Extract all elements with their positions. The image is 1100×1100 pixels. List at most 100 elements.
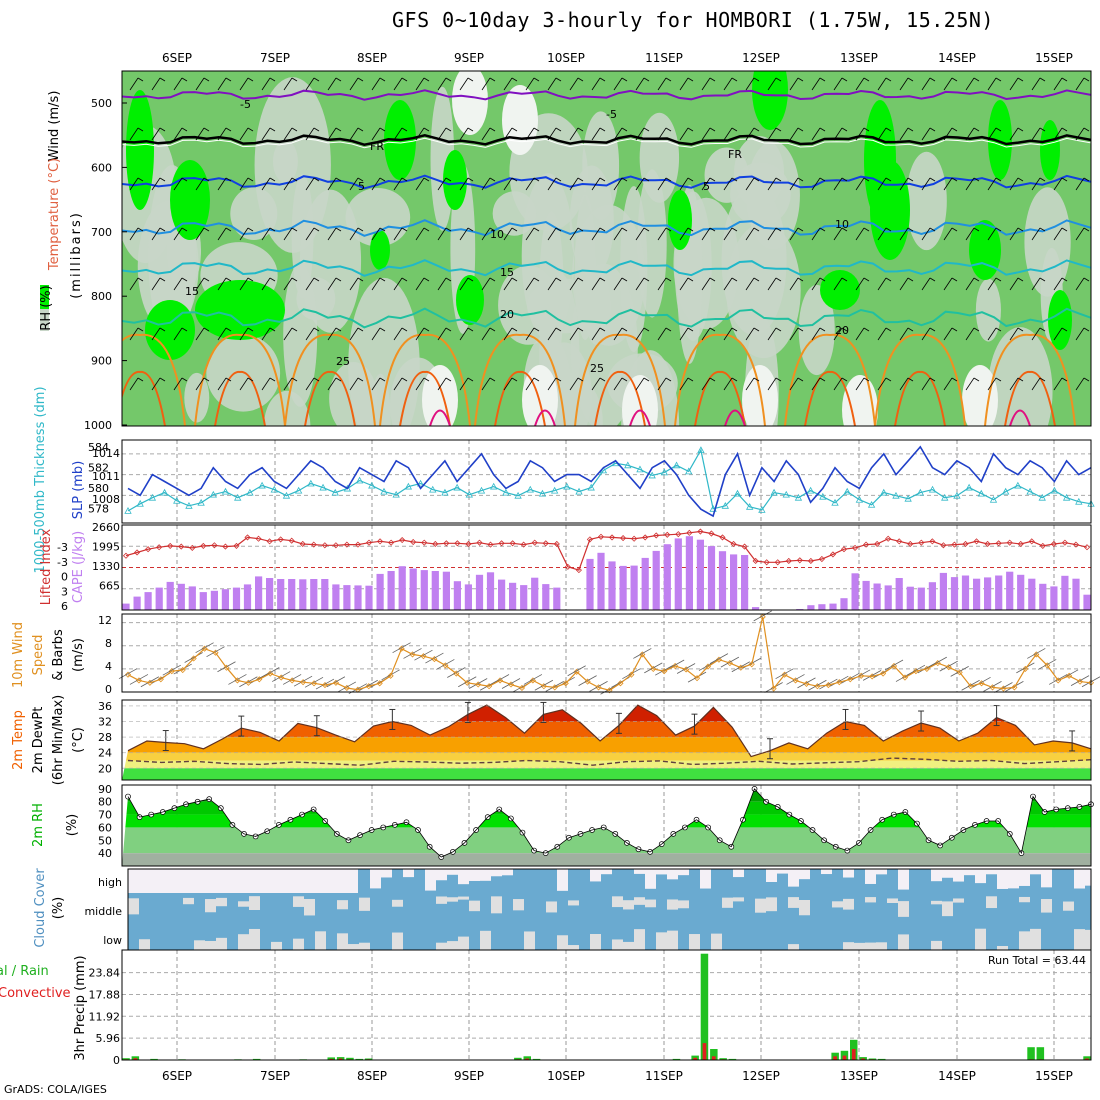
wind-barb	[195, 127, 205, 141]
wind-barb	[987, 177, 997, 191]
wind-marker	[650, 665, 657, 672]
wind-barb	[162, 664, 181, 676]
contour-25	[474, 333, 566, 426]
cloud-mid-gap	[183, 897, 194, 905]
contour-25	[874, 333, 966, 426]
lifted-marker	[553, 540, 560, 548]
wind-barb	[1009, 327, 1019, 341]
wind-barb-flag	[1017, 77, 1024, 82]
cape-bar	[884, 585, 892, 610]
wind-barb-flag	[665, 227, 672, 232]
wind-barb	[547, 377, 557, 391]
wind-barb-flag	[401, 277, 408, 282]
wind-tick: 4	[105, 660, 112, 673]
lifted-marker	[995, 540, 1002, 547]
cloud-low-gap	[271, 941, 282, 950]
temp-axis-label-1: 2m Temp	[11, 710, 26, 770]
wind-barb-flag	[687, 277, 694, 282]
wind-marker	[124, 671, 132, 678]
lifted-marker	[840, 546, 848, 553]
cape-bar	[288, 579, 296, 610]
wind-barb	[129, 377, 139, 391]
dewpoint-line	[127, 757, 1092, 766]
thickness-axis-label: 1000-500mb Thickness (dm)	[33, 386, 48, 573]
wind-barb-flag	[995, 177, 1002, 182]
cloud-high-gap	[1019, 869, 1030, 886]
wind-marker	[858, 672, 865, 679]
precip-convective-bar	[338, 1058, 343, 1060]
rh-fill	[122, 788, 1091, 866]
wind-barb	[657, 227, 667, 241]
wind-barb	[789, 227, 799, 241]
cape-bar	[906, 586, 914, 610]
cloud-mid-gap	[568, 900, 579, 906]
rh-dry-patch	[184, 372, 210, 423]
date-label-top: 10SEP	[547, 51, 585, 65]
wind-barb	[525, 277, 535, 291]
wind-barb	[129, 177, 139, 191]
wind-barb-flag	[1039, 327, 1046, 332]
wind-barb	[906, 664, 926, 676]
wind-barb	[304, 676, 324, 688]
wind-barb	[789, 327, 799, 341]
wind-barb-flag	[379, 277, 386, 282]
wind-barb	[525, 227, 535, 241]
wind-barb-flag	[511, 227, 518, 232]
wind-tick: 8	[105, 637, 112, 650]
wind-barb	[830, 675, 849, 687]
contour-25	[379, 333, 471, 426]
wind-barb	[701, 377, 711, 391]
wind-marker	[168, 668, 175, 675]
wind-barb	[657, 327, 667, 341]
wind-barb-flag	[577, 327, 584, 332]
cloud-low-gap	[1030, 928, 1041, 950]
cloud-unit-label: (%)	[51, 897, 66, 920]
cloud-high-gap	[1074, 869, 1085, 889]
lifted-marker	[664, 531, 671, 538]
wind-barb	[228, 674, 247, 685]
cloud-mid-gap	[128, 898, 139, 915]
wind-barb	[961, 679, 980, 691]
date-label-bottom: 7SEP	[260, 1069, 290, 1083]
rh-tick: 70	[98, 809, 112, 822]
wind-barb	[679, 177, 689, 191]
cloud-mid-gap	[447, 897, 458, 902]
wind-marker	[672, 662, 679, 670]
wind-barb	[261, 177, 271, 191]
wind-barb	[899, 327, 909, 341]
cloud-mid-gap	[766, 897, 777, 912]
wind-barb-flag	[907, 277, 914, 282]
wind-barb-flag	[489, 177, 496, 182]
wind-barb	[657, 177, 667, 191]
wind-barb	[679, 377, 689, 391]
wind-barb	[195, 177, 205, 191]
wind-barb-flag	[951, 277, 958, 282]
wind-barb	[1075, 377, 1085, 391]
wind-barb-flag	[973, 377, 980, 382]
rh-tick: 80	[98, 796, 112, 809]
cape-bar	[531, 577, 539, 610]
wind-barb	[569, 227, 579, 241]
wind-barb-flag	[665, 77, 672, 82]
lifted-marker	[476, 539, 483, 546]
wind-barb	[723, 77, 733, 91]
wind-barb-flag	[643, 177, 650, 182]
wind-barb	[613, 327, 623, 341]
cloud-high-gap	[843, 869, 854, 878]
contour-freezing	[122, 134, 1091, 146]
wind-barb-flag	[467, 377, 474, 382]
cloud-high-gap	[821, 869, 832, 875]
precip-convective-bar	[1085, 1058, 1089, 1060]
wind-barb	[437, 77, 447, 91]
wind-barb-flag	[335, 327, 342, 332]
wind-barb-flag	[863, 227, 870, 232]
wind-barb-flag	[1017, 377, 1024, 382]
cape-tick: 1330	[92, 560, 120, 573]
lifted-marker	[498, 540, 505, 547]
wind-barb-flag	[775, 227, 782, 232]
wind-barb-flag	[445, 227, 452, 232]
wind-barb-flag	[489, 127, 496, 132]
cape-bar	[1083, 594, 1091, 610]
wind-barb	[129, 277, 139, 291]
wind-barb-flag	[269, 177, 276, 182]
